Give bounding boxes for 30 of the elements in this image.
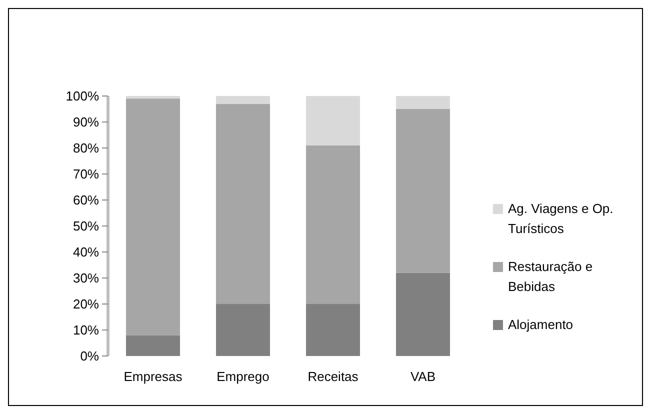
bar [396,272,450,356]
y-tick-label: 80% [72,140,100,156]
y-tick-label: 30% [72,270,100,286]
x-tick-label: Empresas [124,369,183,384]
bar [216,304,270,356]
y-tick-label: 70% [72,166,100,182]
legend-label: Ag. Viagens e Op. Turísticos [508,201,614,236]
bar [306,304,360,356]
y-tick-label: 20% [72,296,100,312]
y-tick-label: 60% [72,192,100,208]
legend-label: Alojamento [508,317,574,332]
x-tick-label: Emprego [216,369,270,384]
bar [126,98,180,336]
bar [306,145,360,304]
y-tick-label: 50% [72,218,100,234]
y-tick-label: 90% [72,114,100,130]
y-tick-label: 0% [80,348,100,364]
bar [306,96,360,146]
bar [126,96,180,99]
bar [396,109,450,273]
bar [216,104,270,304]
y-tick-label: 40% [72,244,100,260]
legend-label: Restauração e Bebidas [508,259,593,294]
bar [216,96,270,104]
x-tick-label: VAB [410,369,436,384]
x-tick-label: Receitas [308,369,359,384]
bar [396,96,450,109]
bar [126,335,180,356]
y-tick-label: 100% [66,88,100,104]
y-tick-label: 10% [72,322,100,338]
